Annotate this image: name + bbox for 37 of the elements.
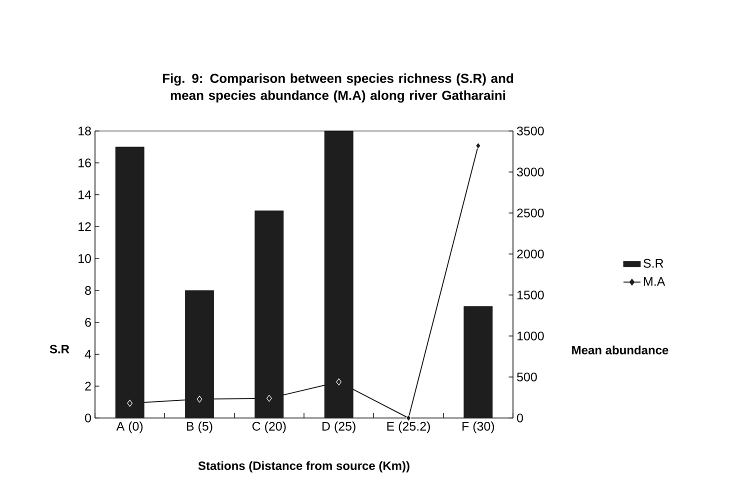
point xyxy=(406,414,412,422)
y2-tick-label: 3500 xyxy=(516,126,544,136)
y2-tick-label: 0 xyxy=(517,414,523,422)
y2-tick-label: 2000 xyxy=(517,250,544,258)
y-tick-label: 0 xyxy=(85,414,91,422)
x-tick-label: C (20) xyxy=(252,422,286,434)
y-tick-label: 18 xyxy=(78,126,91,136)
y2-tick-label: 2500 xyxy=(517,208,544,218)
x-tick-label: B (5) xyxy=(186,422,212,434)
y2-tick-label: 3000 xyxy=(516,168,544,176)
x-tick-label: A (0) xyxy=(116,422,143,434)
x-axis-title: Stations (Distance from source (Km)) xyxy=(198,461,410,472)
y-tick-label: 12 xyxy=(78,222,91,232)
legend-label: M.A xyxy=(644,277,666,286)
point xyxy=(266,394,272,402)
chart-title: Fig. 9: Comparison between species richness (S.R) and mean species abundance (M.A) along river Gatharaini xyxy=(162,73,514,103)
point xyxy=(475,142,481,150)
x-tick-label: F (30) xyxy=(462,422,494,434)
y-tick-label: 8 xyxy=(85,286,91,295)
y-axis-title: S.R xyxy=(50,344,70,354)
point xyxy=(336,378,342,386)
y-tick-label: 2 xyxy=(85,382,91,390)
y2-axis-title: Mean abundance xyxy=(572,346,668,354)
y2-tick-label: 1500 xyxy=(517,290,544,300)
x-tick-label: E (25.2) xyxy=(387,422,430,434)
y2-tick-label: 500 xyxy=(517,372,537,382)
y-tick-label: 4 xyxy=(84,350,92,359)
x-tick-label: D (25) xyxy=(322,422,356,434)
y-tick-label: 16 xyxy=(78,158,91,168)
point xyxy=(127,400,133,407)
y2-tick-label: 1000 xyxy=(517,332,544,340)
y-tick-label: 14 xyxy=(78,190,92,200)
bar xyxy=(464,306,493,418)
point xyxy=(196,396,202,403)
legend-label: S.R xyxy=(644,258,664,268)
y-tick-label: 6 xyxy=(85,318,91,327)
y-tick-label: 10 xyxy=(78,254,91,263)
